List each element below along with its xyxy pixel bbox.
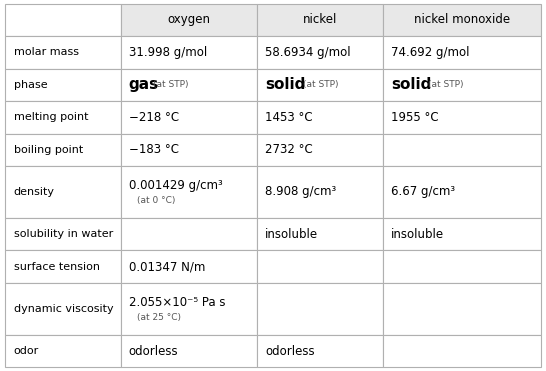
Bar (257, 250, 383, 283)
Bar (121, 36, 257, 69)
Text: 8.908 g/cm³: 8.908 g/cm³ (265, 186, 336, 198)
Text: −218 °C: −218 °C (129, 111, 179, 124)
Text: surface tension: surface tension (14, 262, 100, 272)
Bar (121, 134, 257, 166)
Text: phase: phase (14, 80, 48, 90)
Bar (257, 101, 383, 134)
Text: melting point: melting point (14, 112, 88, 122)
Text: solid: solid (391, 78, 431, 92)
Text: nickel monoxide: nickel monoxide (413, 13, 509, 26)
Bar (383, 250, 541, 283)
Bar (383, 283, 541, 335)
Text: odorless: odorless (129, 345, 179, 358)
Bar (5, 283, 121, 335)
Bar (5, 335, 121, 367)
Text: 1453 °C: 1453 °C (265, 111, 313, 124)
Bar (257, 166, 383, 218)
Text: 74.692 g/mol: 74.692 g/mol (391, 46, 470, 59)
Text: solid: solid (265, 78, 306, 92)
Bar (121, 166, 257, 218)
Text: insoluble: insoluble (391, 228, 444, 241)
Bar (383, 69, 541, 101)
Bar (383, 134, 541, 166)
Bar (121, 218, 257, 250)
Bar (121, 69, 257, 101)
Bar (121, 250, 257, 283)
Text: odorless: odorless (265, 345, 314, 358)
Text: (at STP): (at STP) (153, 81, 188, 89)
Bar (383, 218, 541, 250)
Bar (5, 134, 121, 166)
Bar (257, 134, 383, 166)
Text: dynamic viscosity: dynamic viscosity (14, 304, 113, 314)
Bar (5, 36, 121, 69)
Text: solubility in water: solubility in water (14, 229, 113, 239)
Text: 0.001429 g/cm³: 0.001429 g/cm³ (129, 179, 222, 192)
Text: (at 25 °C): (at 25 °C) (137, 313, 181, 322)
Text: (at STP): (at STP) (302, 81, 338, 89)
Bar (257, 283, 383, 335)
Bar (5, 250, 121, 283)
Bar (121, 4, 257, 36)
Bar (257, 218, 383, 250)
Text: boiling point: boiling point (14, 145, 83, 155)
Bar (5, 218, 121, 250)
Bar (257, 4, 383, 36)
Bar (383, 166, 541, 218)
Bar (5, 166, 121, 218)
Text: nickel: nickel (302, 13, 337, 26)
Bar (121, 283, 257, 335)
Text: 2732 °C: 2732 °C (265, 143, 313, 156)
Text: 6.67 g/cm³: 6.67 g/cm³ (391, 186, 455, 198)
Bar (383, 36, 541, 69)
Bar (257, 335, 383, 367)
Text: density: density (14, 187, 55, 197)
Text: 1955 °C: 1955 °C (391, 111, 438, 124)
Text: 0.01347 N/m: 0.01347 N/m (129, 260, 205, 273)
Text: gas: gas (129, 78, 159, 92)
Bar (383, 101, 541, 134)
Text: 58.6934 g/mol: 58.6934 g/mol (265, 46, 351, 59)
Bar (121, 101, 257, 134)
Bar (383, 4, 541, 36)
Bar (121, 335, 257, 367)
Bar (257, 69, 383, 101)
Text: 2.055×10⁻⁵ Pa s: 2.055×10⁻⁵ Pa s (129, 296, 225, 309)
Text: molar mass: molar mass (14, 47, 79, 58)
Bar (5, 101, 121, 134)
Text: insoluble: insoluble (265, 228, 318, 241)
Bar (257, 36, 383, 69)
Bar (5, 69, 121, 101)
Text: oxygen: oxygen (167, 13, 210, 26)
Text: (at STP): (at STP) (428, 81, 464, 89)
Text: (at 0 °C): (at 0 °C) (137, 196, 175, 205)
Bar (5, 4, 121, 36)
Text: 31.998 g/mol: 31.998 g/mol (129, 46, 207, 59)
Bar (383, 335, 541, 367)
Text: −183 °C: −183 °C (129, 143, 179, 156)
Text: odor: odor (14, 346, 39, 356)
